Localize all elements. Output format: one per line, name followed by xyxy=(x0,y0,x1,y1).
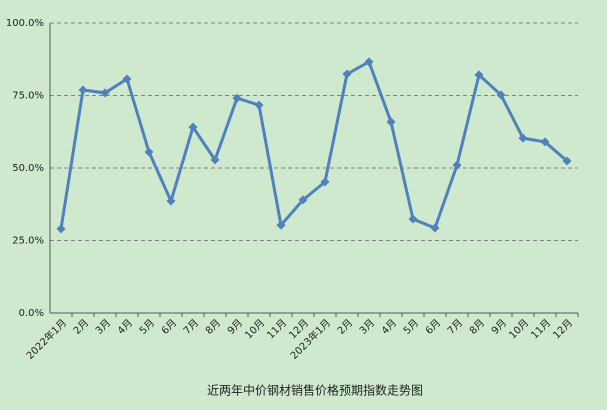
x-tick-label: 6月 xyxy=(423,317,443,337)
y-tick-label: 25.0% xyxy=(12,236,44,247)
x-tick-label: 10月 xyxy=(243,317,268,342)
x-tick-label: 5月 xyxy=(137,317,157,337)
x-tick-label: 8月 xyxy=(203,317,223,337)
x-tick-label: 2月 xyxy=(335,317,355,337)
x-tick-label: 11月 xyxy=(265,317,290,342)
x-tick-label: 12月 xyxy=(551,317,576,342)
x-tick-label: 3月 xyxy=(357,317,377,337)
x-tick-label: 6月 xyxy=(159,317,179,337)
x-tick-label: 7月 xyxy=(181,317,201,337)
y-tick-label: 100.0% xyxy=(6,18,44,29)
x-tick-label: 7月 xyxy=(445,317,465,337)
x-tick-label: 4月 xyxy=(379,317,399,337)
x-tick-label: 8月 xyxy=(467,317,487,337)
marker xyxy=(474,70,484,80)
marker xyxy=(276,220,286,230)
marker xyxy=(188,122,198,132)
marker xyxy=(298,195,308,205)
x-tick-label: 5月 xyxy=(401,317,421,337)
x-tick-label: 3月 xyxy=(93,317,113,337)
marker xyxy=(408,214,418,224)
marker xyxy=(320,177,330,187)
x-tick-label: 2月 xyxy=(71,317,91,337)
marker xyxy=(232,93,242,103)
series-line xyxy=(59,59,568,231)
marker xyxy=(342,69,352,79)
marker xyxy=(78,85,88,95)
marker xyxy=(452,160,462,170)
marker xyxy=(562,156,572,166)
marker xyxy=(166,196,176,206)
chart-title: 近两年中价钢材销售价格预期指数走势图 xyxy=(207,383,423,398)
marker xyxy=(144,147,154,157)
marker xyxy=(496,90,506,100)
marker xyxy=(430,223,440,233)
x-tick-label: 10月 xyxy=(507,317,532,342)
marker xyxy=(386,117,396,127)
marker xyxy=(122,74,132,84)
marker xyxy=(518,133,528,143)
marker xyxy=(254,100,264,110)
x-tick-label: 4月 xyxy=(115,317,135,337)
x-tick-label: 9月 xyxy=(489,317,509,337)
marker xyxy=(100,88,110,98)
marker xyxy=(56,224,66,234)
x-tick-label: 11月 xyxy=(529,317,554,342)
y-tick-label: 75.0% xyxy=(12,91,44,102)
marker xyxy=(210,155,220,165)
x-tick-label: 2022年1月 xyxy=(23,316,69,362)
marker xyxy=(364,57,374,67)
x-tick-label: 9月 xyxy=(225,317,245,337)
y-tick-label: 0.0% xyxy=(19,308,44,319)
y-tick-label: 50.0% xyxy=(12,163,44,174)
marker xyxy=(540,137,550,147)
